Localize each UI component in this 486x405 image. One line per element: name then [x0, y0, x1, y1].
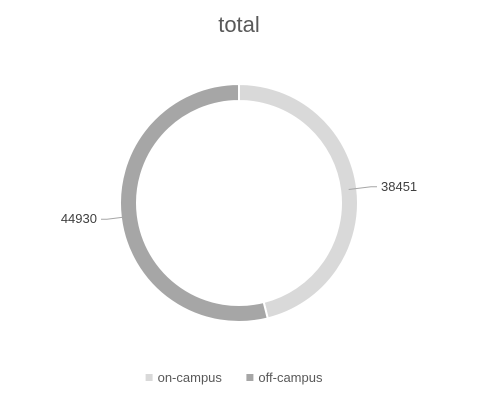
- data-labels-group: 38451 44930: [61, 179, 417, 226]
- legend-label-off-campus: off-campus: [258, 370, 323, 385]
- slice-on-campus: [238, 82, 359, 320]
- legend: on-campus off-campus: [145, 370, 323, 385]
- legend-swatch-on-campus: [145, 374, 153, 381]
- data-label-on-campus: 38451: [381, 179, 417, 194]
- slice-off-campus: [119, 82, 269, 323]
- legend-swatch-off-campus: [246, 374, 254, 381]
- leader-line-off-campus: [100, 215, 130, 220]
- leader-line-on-campus: [348, 186, 378, 191]
- chart-title: total: [218, 12, 260, 37]
- data-label-off-campus: 44930: [61, 211, 97, 226]
- legend-label-on-campus: on-campus: [158, 370, 223, 385]
- slices-group: [119, 82, 359, 323]
